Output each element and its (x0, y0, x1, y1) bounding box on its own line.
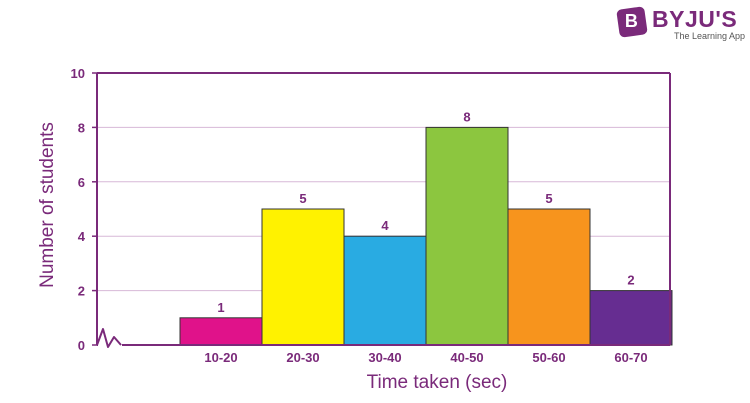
axis-break-zigzag (96, 328, 122, 348)
bars (179, 126, 673, 346)
bar-50-60 (507, 208, 591, 346)
y-tick-label: 4 (78, 229, 86, 244)
bar-20-30 (261, 208, 345, 346)
bar-30-40 (343, 235, 427, 346)
x-tick-label: 60-70 (614, 350, 647, 365)
brand-logo: B BYJU'S The Learning App (616, 6, 748, 41)
y-axis-title: Number of students (37, 122, 58, 288)
y-tick-label: 6 (78, 175, 85, 190)
x-tick-label: 30-40 (368, 350, 401, 365)
x-tick-label: 20-30 (286, 350, 319, 365)
brand-name: BYJU'S (652, 6, 738, 32)
y-tick-label: 0 (78, 338, 85, 353)
data-labels: 1 5 4 8 5 2 (217, 109, 634, 314)
bar-10-20 (179, 317, 263, 346)
y-tick-label: 10 (71, 66, 85, 81)
y-tick-label: 8 (78, 120, 85, 135)
x-tick-label: 40-50 (450, 350, 483, 365)
plot-frame (92, 72, 671, 349)
brand-tagline: The Learning App (674, 31, 746, 41)
x-tick-labels: 10-20 20-30 30-40 40-50 50-60 60-70 (204, 350, 647, 365)
data-label: 5 (299, 191, 306, 206)
data-label: 4 (381, 218, 389, 233)
y-tick-label: 2 (78, 284, 85, 299)
data-label: 1 (217, 300, 224, 315)
x-tick-label: 50-60 (532, 350, 565, 365)
bar-40-50 (425, 126, 509, 346)
y-tick-labels: 0 2 4 6 8 10 (71, 66, 86, 353)
x-tick-label: 10-20 (204, 350, 237, 365)
data-label: 2 (627, 273, 634, 288)
bar-60-70 (589, 290, 673, 346)
data-label: 8 (463, 109, 470, 124)
x-axis-title: Time taken (sec) (367, 372, 508, 393)
data-label: 5 (545, 191, 552, 206)
